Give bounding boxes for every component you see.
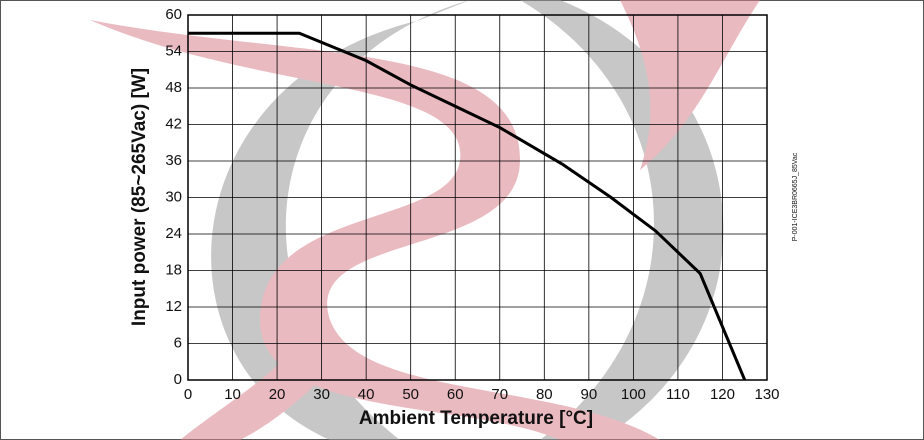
y-tick-label: 54 — [165, 42, 182, 59]
x-tick-label: 110 — [666, 386, 690, 403]
x-tick-label: 0 — [184, 386, 192, 403]
y-tick-label: 6 — [174, 334, 182, 351]
x-tick-label: 20 — [269, 386, 286, 403]
y-tick-label: 48 — [165, 79, 182, 96]
x-tick-label: 40 — [358, 386, 375, 403]
x-axis-title: Ambient Temperature [°C] — [359, 408, 593, 429]
y-tick-label: 0 — [174, 371, 182, 388]
y-tick-label: 42 — [165, 115, 182, 132]
x-tick-label: 30 — [313, 386, 330, 403]
x-tick-label: 80 — [536, 386, 553, 403]
x-tick-label: 10 — [224, 386, 241, 403]
y-axis-title: Input power (85~265Vac) [W] — [129, 68, 150, 326]
y-tick-label: 12 — [165, 298, 182, 315]
x-tick-label: 120 — [710, 386, 735, 403]
y-tick-label: 60 — [165, 6, 182, 23]
x-tick-label: 100 — [621, 386, 646, 403]
data-line — [188, 31, 747, 381]
y-tick-label: 36 — [165, 152, 182, 169]
y-tick-label: 18 — [165, 261, 182, 278]
plot-border — [187, 14, 768, 381]
x-tick-label: 50 — [402, 386, 419, 403]
x-tick-label: 70 — [491, 386, 508, 403]
x-tick-label: 90 — [581, 386, 598, 403]
y-tick-label: 24 — [165, 225, 182, 242]
watermark — [90, 0, 760, 440]
y-tick-label: 30 — [165, 188, 182, 205]
side-note: P-001-ICE3BR0665J_85Vac — [792, 152, 799, 241]
x-tick-label: 130 — [754, 386, 779, 403]
x-tick-label: 60 — [447, 386, 464, 403]
